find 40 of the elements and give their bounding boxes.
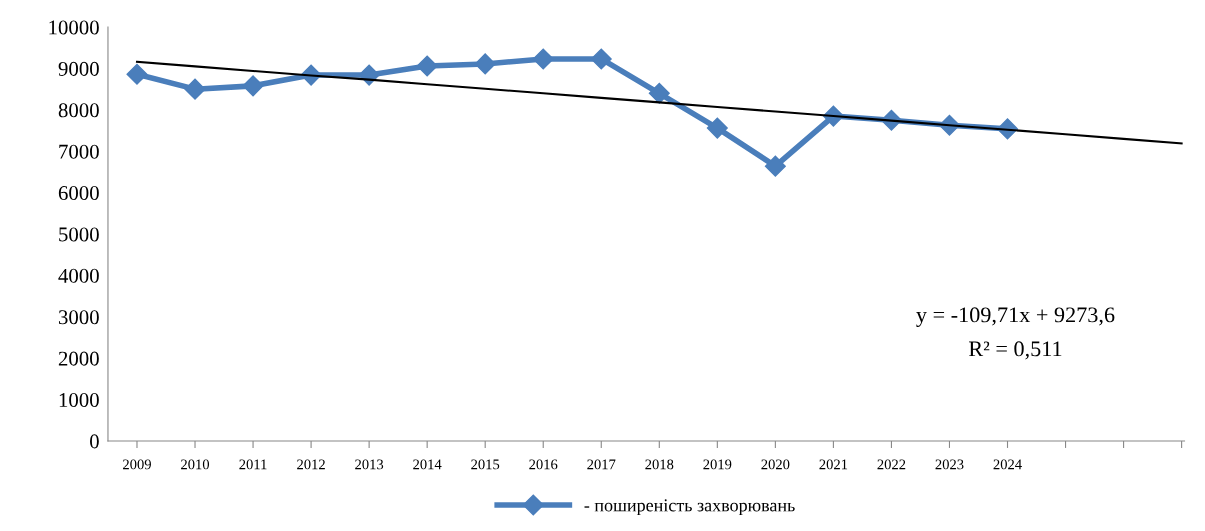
y-tick-label: 3000 (58, 310, 99, 325)
x-tick-label: 2013 (355, 459, 384, 470)
x-tick-label: 2021 (819, 459, 848, 470)
point (590, 48, 612, 70)
point (532, 48, 554, 70)
y-tick-label: 0 (90, 434, 99, 449)
point (184, 78, 206, 100)
y-tick-label: 8000 (58, 103, 99, 118)
point (474, 53, 496, 75)
x-tick-label: 2009 (123, 459, 151, 470)
x-tick-label: 2019 (703, 459, 732, 470)
x-tick-label: 2022 (877, 459, 906, 470)
point (706, 117, 728, 139)
y-tick-label: 7000 (59, 144, 99, 159)
y-tick-label: 10000 (49, 20, 99, 35)
x-tick-label: 2024 (993, 459, 1022, 470)
point (126, 63, 148, 85)
y-tick-label: 5000 (59, 227, 99, 242)
y-tick-label: 9000 (58, 61, 99, 76)
x-tick-label: 2017 (587, 459, 616, 470)
annotation: R² = 0,511 (968, 341, 1062, 360)
x-tick-label: 2020 (761, 459, 790, 470)
x-tick-label: 2011 (239, 459, 267, 470)
y-tick-label: 2000 (58, 351, 99, 366)
point (416, 55, 438, 77)
x-tick-label: 2010 (181, 459, 210, 470)
point (242, 75, 264, 97)
x-tick-label: 2018 (645, 459, 674, 470)
point (764, 155, 786, 177)
y-tick-label: 4000 (58, 268, 99, 283)
x-tick-label: 2012 (297, 459, 325, 470)
y-tick-label: 1000 (59, 392, 99, 408)
x-tick-label: 2023 (935, 459, 964, 470)
x-tick-label: 2014 (413, 459, 442, 470)
legend-label: - поширеність захворювань (584, 499, 795, 516)
y-tick-label: 6000 (58, 186, 99, 201)
point (648, 82, 670, 104)
x-tick-label: 2016 (529, 459, 558, 470)
x-tick-label: 2015 (471, 459, 500, 470)
annotation: y = -109,71x + 9273,6 (916, 307, 1115, 327)
